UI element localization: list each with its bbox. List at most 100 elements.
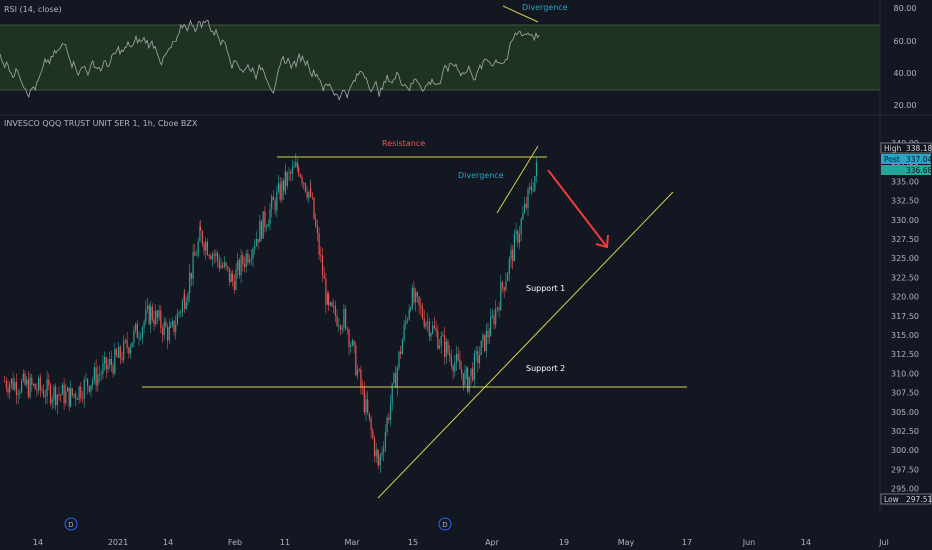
candlesticks: [4, 153, 538, 474]
candle-body: [250, 258, 252, 260]
candle-body: [260, 220, 263, 239]
candle-body: [110, 359, 112, 366]
rsi-pane[interactable]: RSI (14, close) Divergence 80.00 60.00 4…: [0, 3, 916, 110]
svg-text:D: D: [442, 521, 447, 529]
candle-body: [187, 293, 189, 303]
candle-body: [299, 174, 301, 177]
price-divergence-line[interactable]: [496, 145, 539, 214]
candle-body: [247, 253, 249, 263]
candle-body: [233, 281, 235, 290]
price-pane[interactable]: INVESCO QQQ TRUST UNIT SER 1, 1h, Cboe B…: [4, 119, 932, 531]
candle-body: [107, 365, 109, 370]
candle-body: [104, 357, 106, 364]
candle-body: [78, 386, 80, 400]
price-tick-label: 320.00: [891, 293, 919, 302]
price-tick-label: 295.00: [891, 485, 919, 494]
post-tag-label: Post: [884, 155, 900, 164]
candle-body: [372, 430, 374, 439]
candle-body: [15, 381, 18, 395]
candle-body: [66, 387, 69, 392]
candle-body: [396, 367, 398, 388]
candle-body: [334, 305, 336, 316]
candle-body: [450, 356, 452, 366]
candle-body: [345, 309, 347, 314]
candle-body: [75, 394, 77, 399]
support-1-label: Support 1: [526, 284, 565, 293]
candle-body: [51, 399, 53, 404]
candle-body: [391, 383, 393, 404]
candle-body: [160, 310, 162, 328]
candle-body: [295, 162, 297, 167]
candle-body: [257, 238, 259, 243]
candle-body: [331, 302, 333, 307]
candle-body: [227, 266, 229, 269]
candle-body: [48, 379, 50, 386]
candle-body: [527, 188, 529, 208]
candle-body: [128, 347, 130, 354]
candle-body: [43, 390, 45, 397]
x-tick-mar: Mar: [344, 538, 360, 547]
candle-body: [80, 386, 82, 398]
rsi-tick-40: 40.00: [894, 69, 917, 78]
candle-body: [355, 345, 357, 376]
candle-body: [29, 377, 31, 397]
candle-body: [161, 327, 164, 335]
candle-body: [210, 256, 212, 260]
candle-body: [185, 302, 187, 309]
event-marker-dividend-2[interactable]: D: [438, 517, 452, 531]
candle-body: [153, 319, 155, 325]
candle-body: [348, 329, 350, 347]
candle-body: [532, 190, 534, 192]
candle-body: [192, 251, 194, 279]
rsi-tick-80: 80.00: [894, 4, 917, 13]
candle-body: [320, 254, 322, 256]
down-arrow[interactable]: [547, 169, 609, 249]
candle-body: [375, 449, 377, 457]
candle-body: [345, 313, 347, 329]
candle-body: [470, 368, 472, 377]
candle-body: [223, 262, 225, 268]
candle-body: [398, 351, 400, 368]
candle-body: [343, 309, 345, 328]
low-tag-value: 297.51: [906, 495, 932, 504]
candle-body: [418, 296, 420, 305]
candle-body: [53, 386, 55, 400]
price-tick-label: 307.50: [891, 389, 919, 398]
candle-body: [46, 379, 48, 397]
candle-body: [115, 349, 118, 356]
candle-body: [274, 200, 276, 211]
candle-body: [60, 394, 62, 396]
candle-body: [323, 275, 325, 279]
candle-body: [362, 387, 364, 389]
candle-body: [410, 308, 412, 310]
rsi-line-path: [0, 19, 540, 101]
time-axis[interactable]: 14 2021 14 Feb 11 Mar 15 Apr 19 May 17 J…: [33, 538, 889, 547]
candle-body: [90, 384, 92, 392]
candle-body: [522, 212, 524, 220]
price-tick-label: 300.00: [891, 446, 919, 455]
candle-body: [237, 260, 239, 270]
candle-body: [105, 357, 107, 370]
candle-body: [291, 167, 293, 174]
candle-body: [535, 161, 538, 177]
candle-body: [135, 323, 137, 331]
candle-body: [242, 255, 244, 265]
candle-body: [495, 308, 497, 325]
candle-body: [378, 457, 380, 466]
event-marker-dividend-1[interactable]: D: [64, 517, 78, 531]
candle-body: [442, 335, 444, 337]
candle-body: [336, 315, 338, 326]
candle-body: [197, 241, 199, 256]
candle-body: [406, 319, 409, 321]
price-tick-label: 302.50: [891, 427, 919, 436]
candle-body: [350, 345, 352, 347]
support-1-trendline[interactable]: [377, 191, 674, 499]
candle-body: [333, 305, 335, 307]
candle-body: [158, 310, 160, 318]
high-tag: High 338.18: [880, 142, 932, 154]
candle-body: [433, 325, 435, 329]
candle-body: [146, 305, 149, 310]
candle-body: [269, 209, 271, 225]
candle-body: [252, 249, 254, 259]
